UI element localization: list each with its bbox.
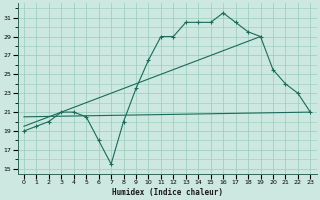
X-axis label: Humidex (Indice chaleur): Humidex (Indice chaleur): [112, 188, 223, 197]
